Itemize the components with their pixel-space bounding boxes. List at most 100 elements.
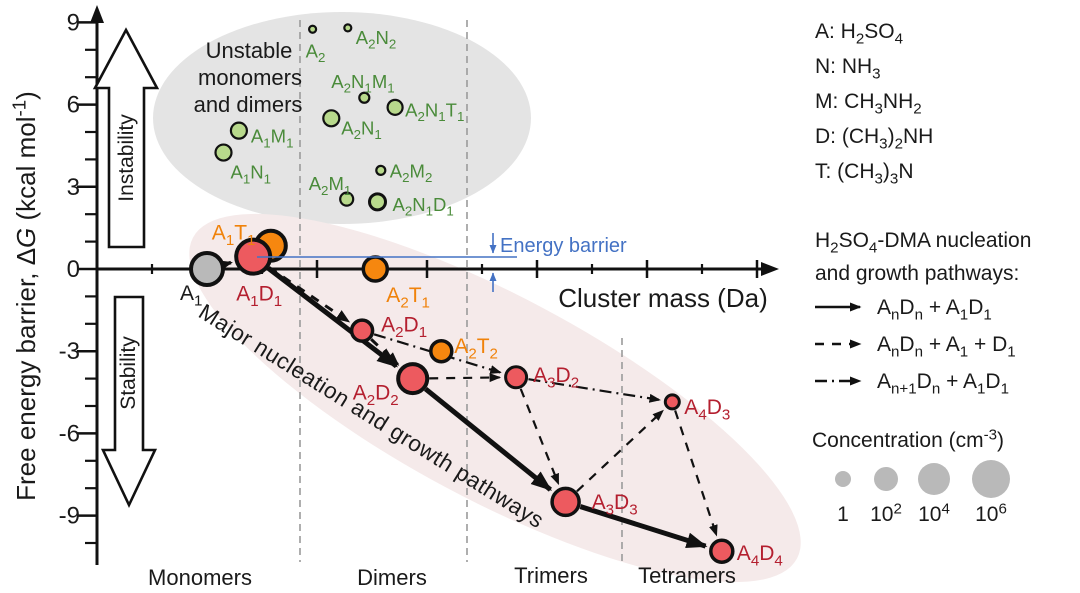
legend-species-3: D: (CH3)2NH (815, 125, 933, 152)
legend-pathway-formula-1: AnDn + A1 + D1 (877, 333, 1016, 360)
region-label-dimers: Dimers (357, 565, 427, 590)
y-axis-arrowhead (90, 5, 104, 23)
data-point-A2N1D1 (368, 192, 387, 212)
data-point-label-A2N1M1: A2N1M1 (331, 71, 394, 96)
legend-pathway-formula-0: AnDn + A1D1 (877, 296, 992, 323)
legend-concentration-value-0: 1 (837, 503, 849, 526)
data-point-label-A2D2: A2D2 (353, 382, 399, 409)
data-point-label-A4D3: A4D3 (684, 396, 730, 423)
arrow-dashed-A3D3-to-A4D3 (576, 409, 664, 493)
region-labels: Monomers Dimers Trimers Tetramers (148, 563, 736, 590)
stability-label: Stability (117, 336, 140, 410)
region-label-tetramers: Tetramers (638, 563, 736, 588)
data-point-label-A1T1: A1T1 (212, 222, 256, 249)
arrow-solid-A1-to-A1D1 (217, 260, 233, 272)
figure-legend: A: H2SO4 N: NH3 M: CH3NH2 D: (CH3)2NH T: (CH… (812, 20, 1031, 526)
y-tick-label: -3 (59, 338, 80, 365)
legend-concentration-title: Concentration (cm-3) (812, 426, 1004, 452)
data-point-A2D1 (349, 318, 375, 343)
energy-barrier-annotation (257, 233, 517, 292)
unstable-caption-line2: monomers (198, 65, 302, 90)
arrow-solid-A1D1-to-A2D2 (266, 266, 399, 369)
y-tick-label: -6 (59, 420, 80, 447)
y-tick-label: -9 (59, 503, 80, 530)
arrow-solid-A3D3-to-A4D4 (579, 504, 708, 549)
data-point-label-A2N1T1: A2N1T1 (405, 99, 464, 124)
unstable-caption-line3: and dimers (194, 92, 303, 117)
instability-label: Instability (115, 114, 138, 202)
legend-species-4: T: (CH3)3N (815, 160, 913, 187)
data-point-label-A1D1: A1D1 (236, 283, 282, 310)
data-point-label-A2M2: A2M2 (390, 160, 433, 185)
data-point-label-A2N1: A2N1 (341, 117, 382, 142)
legend-pathways-title-0: H2SO4-DMA nucleation (815, 229, 1031, 256)
data-point-label-A1N1: A1N1 (231, 162, 272, 187)
data-point-A3D2 (504, 365, 529, 390)
unstable-region-ellipse (153, 12, 531, 224)
background-regions (153, 12, 801, 583)
legend-concentration-value-2: 104 (918, 500, 950, 526)
data-point-A1N1 (214, 143, 233, 162)
legend-species-1: N: NH3 (815, 55, 881, 82)
stable-pathway-ellipse (189, 213, 801, 583)
arrow-dashdot-A3D2-to-A4D3 (528, 378, 661, 403)
stability-arrow: Stability (100, 295, 158, 509)
arrow-solid-A2D2-to-A3D3 (423, 387, 552, 492)
data-point-label-A2N1D1: A2N1D1 (393, 194, 454, 219)
arrow-dashed-A3D2-to-A3D3 (519, 388, 560, 486)
energy-barrier-label: Energy barrier (500, 235, 627, 257)
data-point-A4D3 (663, 393, 681, 411)
data-points (189, 23, 735, 564)
data-point-label-A2T2: A2T2 (454, 335, 498, 362)
legend-concentration-circle-2 (918, 463, 950, 495)
y-tick-label: 6 (67, 92, 80, 119)
arrow-dashed-A4D3-to-A4D4 (674, 410, 718, 537)
data-point-label-A2M1: A2M1 (309, 173, 352, 198)
data-point-A2N2 (343, 23, 353, 33)
x-axis-title: Cluster mass (Da) (558, 283, 767, 313)
data-point-A2T1 (361, 255, 390, 283)
data-point-A2N1M1 (358, 91, 371, 104)
stability-arrow-shape (100, 295, 158, 509)
data-point-label-A3D3: A3D3 (592, 491, 638, 518)
arrow-dashed-A2D1-to-A2D2 (370, 338, 400, 366)
y-tick-label: 9 (67, 9, 80, 36)
data-point-A2D2 (396, 362, 430, 396)
data-point-A2N1 (322, 109, 341, 128)
instability-arrow-shape (92, 27, 160, 249)
data-point-A2N1T1 (386, 98, 404, 116)
region-label-trimers: Trimers (514, 563, 588, 588)
data-point-labels: A1 A1T1 A1D1 A2T1 A2D1 A2T2 A2D2 A3D2 A4D3 A3D3 A4… (180, 27, 783, 570)
data-point-label-A3D2: A3D2 (533, 364, 579, 391)
data-point-label-A2D1: A2D1 (381, 314, 427, 341)
data-point-label-A2: A2 (306, 40, 326, 65)
data-point-label-A4D4: A4D4 (737, 542, 783, 569)
data-point-label-A1: A1 (180, 282, 202, 309)
instability-arrow: Instability (92, 27, 160, 249)
legend-pathway-formula-2: An+1Dn + A1D1 (877, 370, 1009, 397)
region-label-monomers: Monomers (148, 565, 252, 590)
data-point-A2M1 (339, 191, 355, 207)
legend-concentration-value-1: 102 (870, 500, 902, 526)
legend-species-0: A: H2SO4 (815, 20, 903, 47)
data-point-A4D4 (709, 538, 735, 564)
data-point-A1 (189, 251, 225, 287)
data-point-A2M2 (375, 164, 387, 176)
legend-species-2: M: CH3NH2 (815, 90, 922, 117)
unstable-caption-line1: Unstable (206, 38, 293, 63)
x-axis-arrowhead (761, 262, 779, 276)
legend-pathways-title-1: and growth pathways: (815, 262, 1019, 285)
y-tick-label: 3 (67, 174, 80, 201)
data-point-label-A2N2: A2N2 (356, 27, 397, 52)
data-point-label-A2T1: A2T1 (386, 284, 430, 311)
legend-concentration-circle-1 (874, 467, 898, 491)
data-point-A1M1 (229, 121, 248, 140)
y-axis-title: Free energy barrier, ΔG (kcal mol-1) (9, 91, 41, 501)
legend-concentration-value-3: 106 (975, 500, 1007, 526)
unstable-caption: Unstable monomers and dimers (194, 38, 303, 117)
legend-concentration-circle-3 (972, 460, 1010, 498)
data-point-A2T2 (429, 338, 454, 364)
y-tick-label: 0 (67, 256, 80, 283)
